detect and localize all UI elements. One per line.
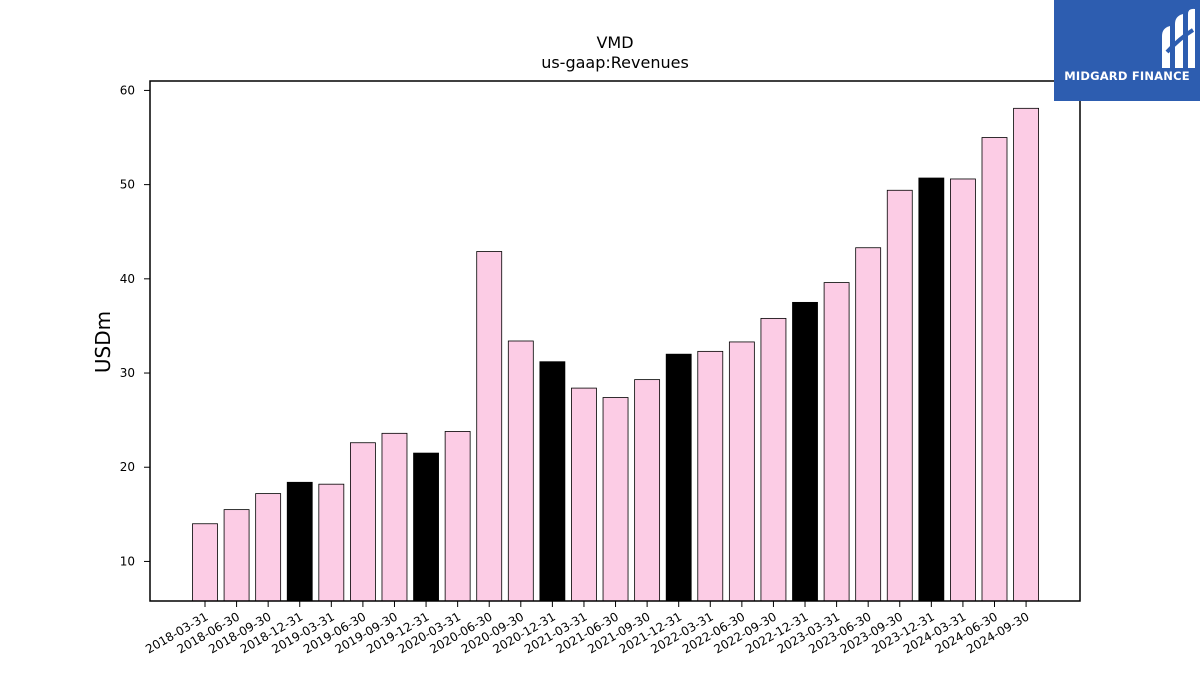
bar-2021-06-30: [602, 397, 629, 602]
y-tick-label: 40: [120, 272, 135, 286]
bar-2021-09-30: [634, 379, 661, 602]
bar-2024-09-30: [1013, 107, 1039, 602]
bar-2019-12-31: [413, 452, 439, 602]
y-tick-label: 30: [120, 366, 135, 380]
bar-2021-12-31: [665, 353, 692, 602]
logo-text: MIDGARD FINANCE: [1064, 69, 1190, 83]
y-tick-label: 60: [120, 83, 135, 97]
y-tick-label: 20: [120, 460, 135, 474]
y-axis-label: USDm: [91, 311, 115, 373]
bar-2019-06-30: [349, 442, 376, 602]
midgard-finance-logo: MIDGARD FINANCE: [1054, 0, 1200, 101]
chart-subtitle: us-gaap:Revenues: [541, 53, 689, 72]
bars-group: [192, 107, 1039, 602]
plot-frame: [149, 80, 1081, 602]
bar-2022-06-30: [728, 341, 755, 602]
logo-mark-icon: [1162, 8, 1195, 68]
bar-2020-03-31: [444, 431, 471, 602]
bar-2020-06-30: [476, 251, 503, 602]
bar-2019-03-31: [318, 483, 345, 602]
bar-2023-06-30: [855, 247, 882, 602]
bar-2022-09-30: [760, 317, 787, 602]
x-ticks-group: 2018-03-312018-06-302018-09-302018-12-31…: [143, 601, 1032, 656]
y-tick-label: 50: [120, 178, 135, 192]
bar-2018-09-30: [255, 493, 282, 602]
bar-2018-03-31: [192, 523, 218, 602]
y-ticks-group: 10 20 30 40 50 60: [120, 83, 150, 568]
bar-2019-09-30: [381, 432, 408, 602]
bar-2023-03-31: [823, 282, 850, 602]
y-tick-label: 10: [120, 554, 135, 568]
bar-2023-09-30: [886, 189, 913, 602]
bar-2022-03-31: [697, 350, 724, 602]
bar-2024-03-31: [950, 178, 976, 602]
bar-2018-12-31: [286, 481, 313, 602]
chart-title: VMD: [596, 33, 633, 52]
bar-2020-09-30: [507, 340, 534, 602]
bar-2023-12-31: [918, 177, 945, 602]
bar-2020-12-31: [539, 361, 566, 602]
bar-2022-12-31: [792, 301, 818, 602]
bar-2021-03-31: [571, 387, 597, 602]
bar-2018-06-30: [223, 509, 250, 602]
bar-2024-06-30: [981, 137, 1008, 602]
